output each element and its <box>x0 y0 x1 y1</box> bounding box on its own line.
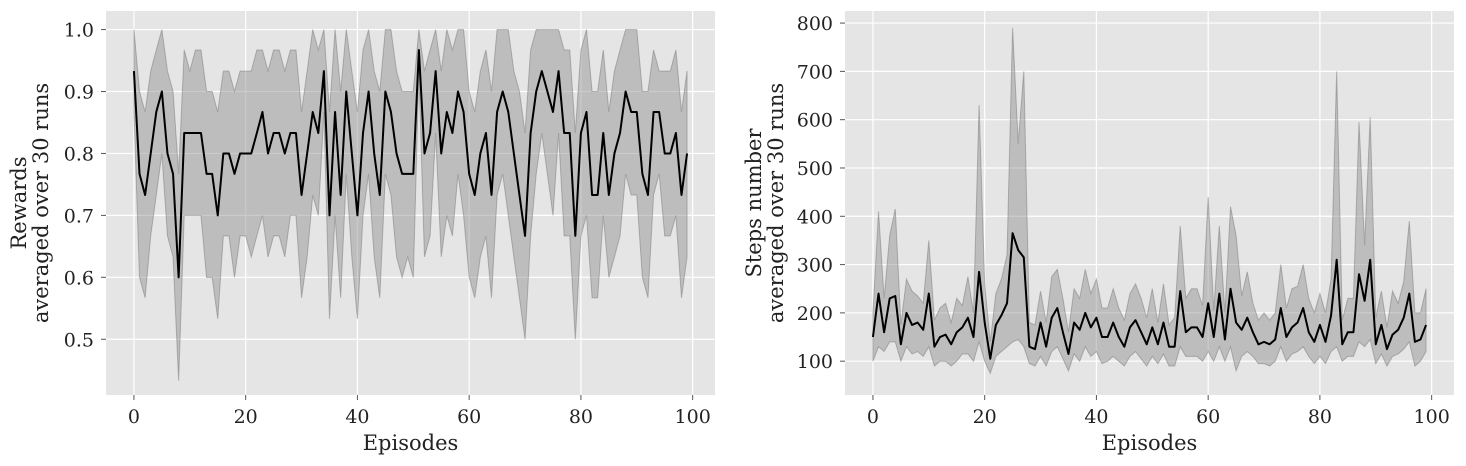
y-tick-label: 400 <box>797 206 833 228</box>
y-tick-label: 0.8 <box>64 143 94 165</box>
x-tick-label: 40 <box>345 406 369 428</box>
plot-area <box>845 11 1454 395</box>
y-axis-label-line2: averaged over 30 runs <box>764 83 788 323</box>
steps-confidence-band <box>872 27 1427 375</box>
y-tick-label: 0.7 <box>64 205 94 227</box>
y-tick-label: 200 <box>797 303 833 325</box>
x-tick-label: 60 <box>1196 406 1220 428</box>
rewards-mean-line <box>132 49 689 279</box>
rewards-chart: 0 20 40 60 80 100 0.5 0.6 0.7 0.8 0.9 1.0 Episodes Re… <box>7 11 715 455</box>
x-tick-label: 20 <box>973 406 997 428</box>
y-tick-label: 0.6 <box>64 267 94 289</box>
steps-mean-line <box>871 232 1427 360</box>
x-axis-label: Episodes <box>1102 431 1198 455</box>
x-tick-label: 20 <box>234 406 258 428</box>
steps-chart: 0 20 40 60 80 100 100 200 300 400 500 600 700 800 Epis… <box>742 11 1454 455</box>
y-tick-label: 600 <box>797 110 833 132</box>
y-tick-label: 1.0 <box>64 20 94 42</box>
y-axis-label-line1: Rewards <box>7 157 31 250</box>
y-tick-label: 700 <box>797 61 833 83</box>
x-tick-label: 60 <box>457 406 481 428</box>
x-tick-label: 100 <box>1414 406 1450 428</box>
x-tick-label: 40 <box>1084 406 1108 428</box>
x-tick-label: 0 <box>128 406 140 428</box>
y-tick-label: 800 <box>797 13 833 35</box>
y-axis-label-line2: averaged over 30 runs <box>29 83 53 323</box>
x-axis-label: Episodes <box>363 431 459 455</box>
x-tick-label: 0 <box>867 406 879 428</box>
y-tick-label: 500 <box>797 158 833 180</box>
y-tick-label: 100 <box>797 351 833 373</box>
y-tick-label: 0.5 <box>64 329 94 351</box>
y-tick-label: 300 <box>797 255 833 277</box>
rewards-confidence-band <box>133 29 688 381</box>
x-tick-label: 100 <box>675 406 711 428</box>
y-tick-label: 0.9 <box>64 82 94 104</box>
x-tick-label: 80 <box>569 406 593 428</box>
y-axis-label-line1: Steps number <box>742 128 766 278</box>
x-tick-label: 80 <box>1308 406 1332 428</box>
